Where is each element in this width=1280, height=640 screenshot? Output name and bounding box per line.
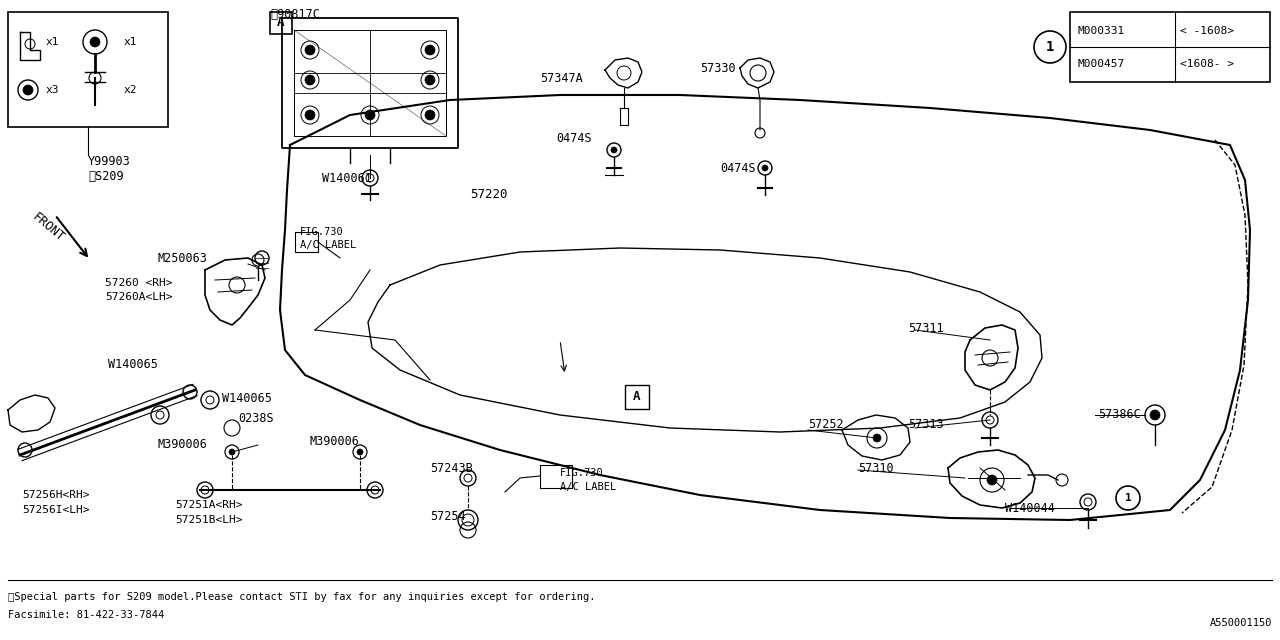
Text: 57311: 57311 [908, 322, 943, 335]
Text: 57347A: 57347A [540, 72, 582, 85]
FancyBboxPatch shape [8, 12, 168, 127]
Text: 57260A<LH>: 57260A<LH> [105, 292, 173, 302]
FancyBboxPatch shape [1070, 12, 1270, 82]
Circle shape [425, 75, 435, 85]
Circle shape [90, 37, 100, 47]
Text: ※Special parts for S209 model.Please contact STI by fax for any inquiries except: ※Special parts for S209 model.Please con… [8, 592, 595, 602]
Text: 57330: 57330 [700, 62, 736, 75]
Circle shape [425, 45, 435, 55]
Text: < -1608>: < -1608> [1180, 26, 1234, 36]
Text: 57251B<LH>: 57251B<LH> [175, 515, 242, 525]
Text: 57256I<LH>: 57256I<LH> [22, 505, 90, 515]
Text: 0238S: 0238S [238, 412, 274, 425]
Text: 57220: 57220 [470, 188, 507, 201]
Text: W140065: W140065 [108, 358, 157, 371]
Text: A550001150: A550001150 [1210, 618, 1272, 628]
Circle shape [1149, 410, 1160, 420]
Text: A: A [278, 17, 284, 29]
Circle shape [365, 110, 375, 120]
Text: 57252: 57252 [808, 418, 844, 431]
Circle shape [305, 110, 315, 120]
Circle shape [305, 75, 315, 85]
Text: ※S209: ※S209 [88, 170, 124, 183]
Text: FRONT: FRONT [29, 210, 67, 244]
Text: ※90817C: ※90817C [270, 8, 320, 21]
Text: 57251A<RH>: 57251A<RH> [175, 500, 242, 510]
Circle shape [23, 85, 33, 95]
Text: x1: x1 [123, 37, 137, 47]
Text: 57310: 57310 [858, 462, 893, 475]
Text: M250063: M250063 [157, 252, 207, 265]
FancyBboxPatch shape [625, 385, 649, 409]
Circle shape [425, 110, 435, 120]
Text: <1608- >: <1608- > [1180, 59, 1234, 69]
Text: A/C LABEL: A/C LABEL [561, 482, 616, 492]
Text: FIG.730: FIG.730 [300, 227, 344, 237]
Text: M000457: M000457 [1078, 59, 1125, 69]
Text: A: A [634, 390, 641, 403]
FancyBboxPatch shape [270, 12, 292, 34]
Text: Y99903: Y99903 [88, 155, 131, 168]
Text: 0474S: 0474S [719, 162, 755, 175]
Text: 57254: 57254 [430, 510, 466, 523]
Text: M000331: M000331 [1078, 26, 1125, 36]
Text: x3: x3 [45, 85, 59, 95]
Text: x2: x2 [123, 85, 137, 95]
Text: 57243B: 57243B [430, 462, 472, 475]
Text: W140044: W140044 [1005, 502, 1055, 515]
Circle shape [987, 475, 997, 485]
Text: x1: x1 [45, 37, 59, 47]
Text: FIG.730: FIG.730 [561, 468, 604, 478]
Circle shape [357, 449, 364, 455]
Text: W140061: W140061 [323, 172, 372, 185]
Text: 57386C: 57386C [1098, 408, 1140, 421]
Circle shape [305, 45, 315, 55]
Text: M390006: M390006 [157, 438, 207, 451]
Text: W140065: W140065 [221, 392, 271, 405]
Circle shape [762, 165, 768, 171]
Text: 57256H<RH>: 57256H<RH> [22, 490, 90, 500]
Text: 57313: 57313 [908, 418, 943, 431]
Text: 1: 1 [1125, 493, 1132, 503]
Circle shape [873, 434, 881, 442]
Text: 57260 <RH>: 57260 <RH> [105, 278, 173, 288]
Text: A/C LABEL: A/C LABEL [300, 240, 356, 250]
Circle shape [611, 147, 617, 153]
Text: Facsimile: 81-422-33-7844: Facsimile: 81-422-33-7844 [8, 610, 164, 620]
Text: 1: 1 [1046, 40, 1055, 54]
Circle shape [229, 449, 236, 455]
Text: M390006: M390006 [310, 435, 360, 448]
Text: 0474S: 0474S [556, 132, 591, 145]
